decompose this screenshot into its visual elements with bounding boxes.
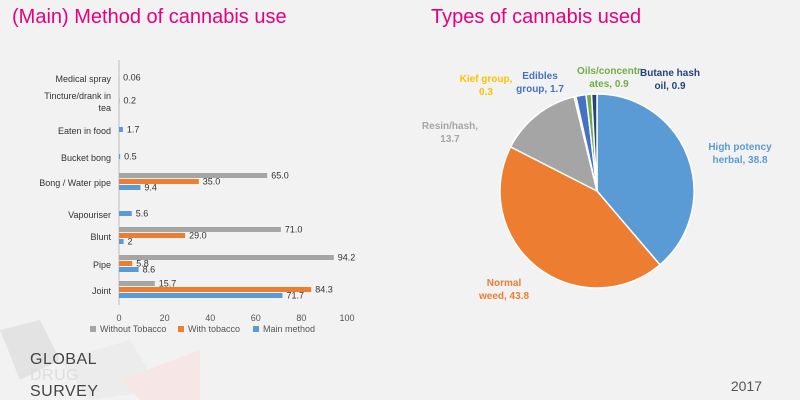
x-tick-label: 40 (205, 313, 215, 323)
bar-chart-title: (Main) Method of cannabis use (12, 6, 287, 28)
bar-main-method (119, 154, 121, 159)
legend-label: Main method (263, 324, 315, 334)
bar-without-tobacco (119, 227, 281, 232)
bar-value-label: 2 (128, 237, 133, 247)
category-label: Tincture/drank in tea (44, 91, 111, 113)
bar-main-method (119, 185, 141, 190)
pie-slice-label: Normal weed, 43.8 (478, 278, 529, 302)
bar-value-label: 15.7 (159, 279, 177, 289)
legend-swatch (178, 326, 184, 332)
x-tick-label: 0 (116, 313, 121, 323)
legend-label: Without Tobacco (100, 324, 166, 334)
legend-swatch (90, 326, 96, 332)
bar-value-label: 8.6 (143, 265, 156, 275)
bar-value-label: 0.06 (123, 73, 141, 83)
bar-main-method (119, 293, 283, 298)
category-label: Pipe (93, 260, 111, 270)
bar-value-label: 5.6 (136, 209, 149, 219)
bar-value-label: 71.7 (286, 291, 304, 301)
bar-value-label: 94.2 (338, 253, 356, 263)
bar-with-tobacco (119, 179, 199, 184)
bar-without-tobacco (119, 255, 334, 260)
x-tick-label: 20 (160, 313, 170, 323)
bar-value-label: 84.3 (315, 285, 333, 295)
bar-value-label: 29.0 (189, 231, 207, 241)
category-label: Bong / Water pipe (39, 178, 111, 188)
pie-chart-title: Types of cannabis used (431, 6, 642, 28)
pie-slice-normal-weed (499, 145, 662, 289)
pie-slice-label: Edibles group, 1.7 (516, 71, 564, 95)
category-label: Eaten in food (58, 126, 111, 136)
legend-label: With tobacco (188, 324, 240, 334)
bar-without-tobacco (119, 281, 155, 286)
bar-value-label: 1.7 (127, 125, 140, 135)
bar-value-label: 35.0 (203, 177, 221, 187)
pie-slice-label: Kief group, 0.3 (460, 74, 513, 98)
pie-slice-butane-hash-oil (590, 93, 598, 192)
bar-value-label: 71.0 (285, 225, 303, 235)
logo-line-3: SURVEY (30, 383, 99, 400)
background-decoration (0, 320, 200, 400)
pie-slice-label: Resin/hash, 13.7 (422, 121, 478, 145)
pie-slice-label: Butane hash oil, 0.9 (640, 68, 700, 92)
bar-value-label: 0.5 (124, 152, 137, 162)
bar-value-label: 5.8 (136, 259, 149, 269)
legend-swatch (253, 326, 259, 332)
pie-slice-label: High potency herbal, 38.8 (708, 142, 772, 166)
bar-main-method (119, 267, 139, 272)
x-tick-label: 100 (339, 313, 354, 323)
category-label: Bucket bong (61, 153, 111, 163)
global-drug-survey-logo: GLOBAL DRUG SURVEY (30, 352, 99, 400)
x-tick-label: 80 (296, 313, 306, 323)
category-label: Joint (92, 286, 112, 296)
bar-value-label: 9.4 (144, 183, 157, 193)
bar-with-tobacco (119, 233, 186, 238)
logo-line-2: DRUG (30, 367, 80, 384)
bar-with-tobacco (119, 287, 312, 292)
survey-year: 2017 (730, 378, 762, 394)
bar-main-method (119, 239, 124, 244)
bar-without-tobacco (119, 173, 268, 178)
pie-slice-high-potency-herbal (596, 93, 695, 266)
logo-line-1: GLOBAL (30, 351, 98, 368)
bar-with-tobacco (119, 261, 133, 266)
category-label: Medical spray (55, 74, 111, 84)
x-tick-label: 60 (251, 313, 261, 323)
bar-value-label: 0.2 (123, 96, 136, 106)
category-label: Blunt (90, 232, 111, 242)
bar-main-method (119, 211, 132, 216)
bar-main-method (119, 127, 123, 132)
bar-value-label: 65.0 (271, 171, 289, 181)
category-label: Vapouriser (68, 210, 111, 220)
pie-slice-resin-hash (509, 95, 599, 193)
pie-slice-label: Oils/concentr ates, 0.9 (577, 66, 641, 90)
